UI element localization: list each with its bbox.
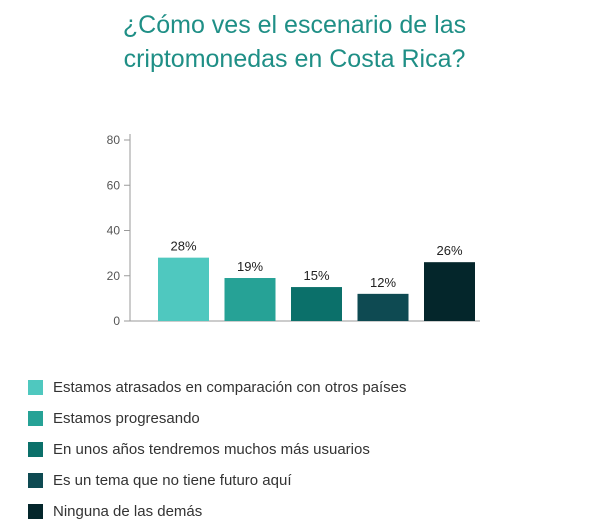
legend-label-4: Es un tema que no tiene futuro aquí bbox=[53, 472, 292, 489]
legend-swatch-2 bbox=[28, 411, 43, 426]
bar-chart: 0 20 40 60 80 28% 19% 15% 12% 26% bbox=[107, 133, 480, 328]
chart-title-line-2: criptomonedas en Costa Rica? bbox=[123, 45, 466, 73]
bar-2 bbox=[224, 278, 276, 321]
bar-1 bbox=[158, 257, 209, 321]
legend-swatch-1 bbox=[28, 380, 43, 395]
legend-item-1: Estamos atrasados en comparación con otr… bbox=[28, 372, 407, 403]
chart-legend: Estamos atrasados en comparación con otr… bbox=[28, 372, 407, 527]
data-label-1: 28% bbox=[170, 239, 196, 254]
data-label-2: 19% bbox=[237, 259, 263, 274]
y-tick-label: 0 bbox=[113, 314, 120, 328]
bar-4 bbox=[357, 293, 409, 321]
data-label-3: 15% bbox=[303, 268, 329, 283]
chart-title: ¿Cómo ves el escenario de las criptomone… bbox=[0, 8, 589, 76]
y-tick-label: 80 bbox=[107, 133, 121, 147]
bar-3 bbox=[291, 287, 342, 321]
legend-item-5: Ninguna de las demás bbox=[28, 496, 407, 527]
y-tick-label: 20 bbox=[107, 269, 121, 283]
data-label-5: 26% bbox=[436, 243, 462, 258]
y-tick-label: 60 bbox=[107, 178, 121, 192]
legend-swatch-3 bbox=[28, 442, 43, 457]
legend-swatch-4 bbox=[28, 473, 43, 488]
legend-label-5: Ninguna de las demás bbox=[53, 503, 203, 520]
data-label-4: 12% bbox=[370, 275, 396, 290]
legend-item-2: Estamos progresando bbox=[28, 403, 407, 434]
legend-label-3: En unos años tendremos muchos más usuari… bbox=[53, 441, 370, 458]
legend-label-2: Estamos progresando bbox=[53, 410, 200, 427]
legend-item-3: En unos años tendremos muchos más usuari… bbox=[28, 434, 407, 465]
legend-item-4: Es un tema que no tiene futuro aquí bbox=[28, 465, 407, 496]
bar-5 bbox=[424, 262, 475, 321]
y-tick-label: 40 bbox=[107, 224, 121, 238]
legend-swatch-5 bbox=[28, 504, 43, 519]
legend-label-1: Estamos atrasados en comparación con otr… bbox=[53, 379, 407, 396]
chart-title-line-1: ¿Cómo ves el escenario de las bbox=[122, 11, 467, 39]
